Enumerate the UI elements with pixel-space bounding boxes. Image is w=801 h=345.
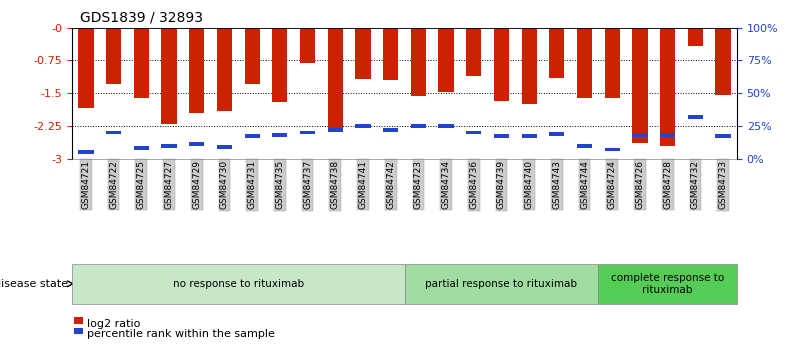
Bar (217, 28, 232, 111)
Text: no response to rituximab: no response to rituximab (173, 279, 304, 289)
Bar (383, 128, 398, 132)
Text: partial response to rituximab: partial response to rituximab (425, 279, 578, 289)
Bar (466, 130, 481, 135)
Bar (272, 28, 288, 102)
Bar (605, 148, 620, 151)
Bar (189, 28, 204, 113)
Bar (549, 132, 565, 136)
Bar (494, 28, 509, 101)
Bar (632, 133, 647, 137)
Bar (189, 142, 204, 146)
Bar (356, 124, 371, 128)
Bar (383, 28, 398, 80)
Bar (300, 130, 315, 135)
Bar (300, 28, 315, 63)
Bar (688, 28, 703, 46)
Bar (244, 28, 260, 83)
Bar (134, 28, 149, 98)
Text: log2 ratio: log2 ratio (87, 319, 140, 329)
Bar (272, 133, 288, 137)
Bar (660, 133, 675, 137)
Bar (660, 28, 675, 146)
Bar (356, 28, 371, 79)
Bar (605, 28, 620, 98)
Bar (715, 135, 731, 138)
Bar (411, 28, 426, 96)
Bar (328, 128, 343, 132)
Text: disease state: disease state (0, 279, 68, 289)
Bar (106, 28, 121, 85)
Bar (577, 144, 592, 148)
Bar (494, 135, 509, 138)
Bar (78, 150, 94, 154)
Bar (134, 146, 149, 150)
Bar (438, 28, 453, 92)
Bar (78, 28, 94, 108)
Bar (162, 28, 177, 124)
Bar (438, 124, 453, 128)
Bar (632, 28, 647, 144)
Bar (549, 28, 565, 78)
Bar (577, 28, 592, 98)
Text: percentile rank within the sample: percentile rank within the sample (87, 329, 275, 339)
Bar (688, 115, 703, 119)
Bar (521, 135, 537, 138)
Bar (162, 144, 177, 148)
Bar (106, 130, 121, 135)
Bar (217, 145, 232, 149)
Text: GDS1839 / 32893: GDS1839 / 32893 (80, 10, 203, 24)
Bar (328, 28, 343, 129)
Text: complete response to
rituximab: complete response to rituximab (611, 273, 724, 295)
Bar (521, 28, 537, 104)
Bar (244, 135, 260, 138)
Bar (411, 124, 426, 128)
Bar (466, 28, 481, 76)
Bar (715, 28, 731, 95)
